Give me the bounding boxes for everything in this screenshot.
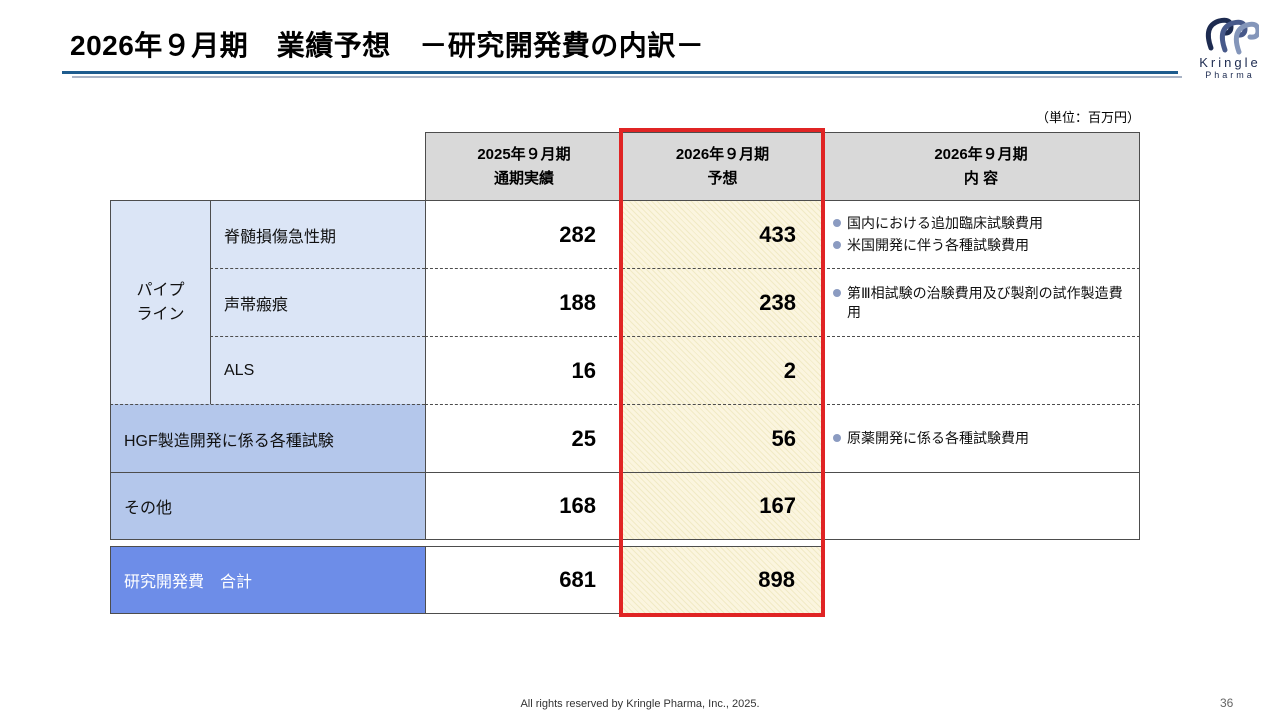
bullet-icon (833, 288, 841, 297)
detail-item: 国内における追加臨床試験費用 (833, 214, 1133, 233)
row-label-total: 研究開発費 合計 (110, 546, 425, 614)
page-number: 36 (1220, 696, 1234, 710)
forecast-hgf-tests: 56 (622, 404, 822, 472)
detail-item: 第Ⅲ相試験の治験費用及び製剤の試作製造費用 (833, 284, 1133, 322)
forecast-als: 2 (622, 336, 822, 404)
page-title: 2026年９月期 業績予想 －研究開発費の内訳－ (70, 30, 705, 61)
detail-item: 原薬開発に係る各種試験費用 (833, 429, 1133, 448)
actual-other: 168 (425, 472, 622, 540)
actual-als: 16 (425, 336, 622, 404)
detail-text: 第Ⅲ相試験の治験費用及び製剤の試作製造費用 (847, 284, 1123, 320)
actual-vocal-fold-scar: 188 (425, 268, 622, 336)
pipeline-group-label-line1: パイプ (136, 282, 185, 300)
column-header-details-line1: 2026年９月期 (934, 146, 1028, 164)
bullet-icon (833, 434, 841, 443)
rd-expense-table: 2025年９月期 通期実績 2026年９月期 予想 2026年９月期 内 容 パ… (110, 128, 1140, 617)
bullet-icon (833, 219, 841, 228)
title-underline-dark (62, 71, 1178, 74)
details-als (822, 336, 1140, 404)
column-header-details-line2: 内 容 (963, 169, 999, 187)
row-label-spinal-cord-injury: 脊髄損傷急性期 (210, 200, 425, 268)
row-group-pipeline: パイプ ライン (110, 200, 210, 404)
forecast-spinal-cord-injury: 433 (622, 200, 822, 268)
details-other (822, 472, 1140, 540)
details-hgf-tests: 原薬開発に係る各種試験費用 (822, 404, 1140, 472)
pipeline-group-label: パイプ ライン (136, 279, 184, 325)
actual-total: 681 (425, 546, 622, 614)
row-label-als: ALS (210, 336, 425, 404)
forecast-total: 898 (622, 546, 822, 614)
details-vocal-fold-scar: 第Ⅲ相試験の治験費用及び製剤の試作製造費用 (822, 268, 1140, 336)
forecast-other: 167 (622, 472, 822, 540)
column-header-forecast: 2026年９月期 予想 (622, 132, 822, 200)
forecast-vocal-fold-scar: 238 (622, 268, 822, 336)
detail-text: 国内における追加臨床試験費用 (847, 215, 1043, 232)
column-header-forecast-line1: 2026年９月期 (675, 146, 770, 164)
column-header-forecast-line2: 予想 (707, 169, 738, 187)
column-header-actual-line2: 通期実績 (493, 169, 554, 187)
logo-text-kringle: Kringle (1199, 55, 1261, 70)
copyright-text: All rights reserved by Kringle Pharma, I… (520, 698, 760, 710)
row-label-hgf-tests: HGF製造開発に係る各種試験 (110, 404, 425, 472)
row-label-vocal-fold-scar: 声帯瘢痕 (210, 268, 425, 336)
row-label-other: その他 (110, 472, 425, 540)
actual-hgf-tests: 25 (425, 404, 622, 472)
pipeline-group-label-line2: ライン (136, 305, 185, 323)
title-underline-gray (72, 76, 1182, 78)
column-header-details: 2026年９月期 内 容 (822, 132, 1140, 200)
swirl-logo-icon (1205, 17, 1259, 55)
column-header-actual: 2025年９月期 通期実績 (425, 132, 622, 200)
details-spinal-cord-injury: 国内における追加臨床試験費用 米国開発に伴う各種試験費用 (822, 200, 1140, 268)
bullet-icon (833, 241, 841, 249)
actual-spinal-cord-injury: 282 (425, 200, 622, 268)
unit-note: （単位：百万円） (1035, 110, 1140, 125)
detail-text: 原薬開発に係る各種試験費用 (847, 430, 1029, 447)
kringle-pharma-logo: Kringle Pharma (1192, 12, 1268, 81)
detail-item: 米国開発に伴う各種試験費用 (833, 236, 1133, 255)
column-header-actual-line1: 2025年９月期 (477, 146, 571, 164)
detail-text: 米国開発に伴う各種試験費用 (847, 237, 1029, 253)
logo-text-pharma: Pharma (1205, 70, 1255, 81)
